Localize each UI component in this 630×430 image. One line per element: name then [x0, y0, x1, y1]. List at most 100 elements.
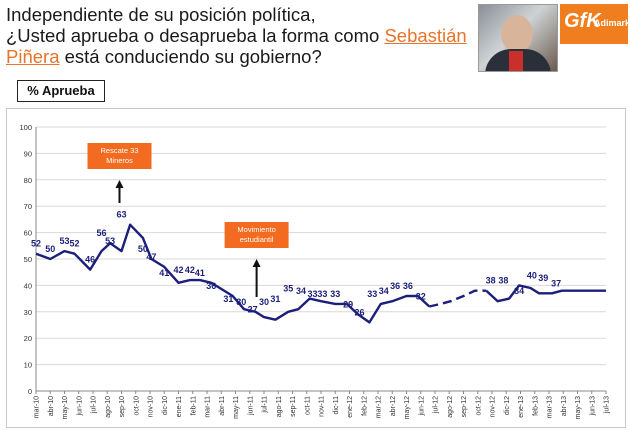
president-name-link-1[interactable]: Sebastián [384, 25, 467, 46]
data-label: 40 [527, 270, 537, 280]
data-label: 36 [206, 281, 216, 291]
x-tick-label: oct-10 [133, 396, 140, 416]
data-label: 27 [248, 305, 258, 315]
x-tick-label: nov-11 [319, 396, 326, 417]
x-tick-label: mar-12 [376, 396, 383, 418]
x-tick-label: jun-12 [418, 396, 425, 417]
x-tick-label: ene-12 [347, 396, 354, 418]
x-tick-label: ago-10 [105, 396, 112, 418]
data-label: 38 [486, 276, 496, 286]
data-label: 36 [403, 281, 413, 291]
y-tick-label: 90 [24, 149, 32, 158]
x-tick-label: jun-13 [589, 396, 596, 417]
annotation-arrow-head [115, 180, 124, 188]
x-tick-label: jul-10 [91, 396, 98, 414]
data-label: 37 [551, 278, 561, 288]
logo-gfk-text: GfK [564, 10, 601, 32]
data-label: 29 [343, 299, 353, 309]
data-label: 34 [379, 286, 389, 296]
x-tick-label: nov-10 [148, 396, 155, 418]
data-label: 52 [31, 239, 41, 249]
data-label: 33 [367, 289, 377, 299]
data-label: 34 [296, 286, 306, 296]
data-label: 41 [195, 268, 205, 278]
x-tick-label: jul-11 [262, 396, 269, 414]
photo-face [501, 15, 533, 53]
data-label: 46 [85, 255, 95, 265]
data-label: 34 [514, 286, 524, 296]
president-name-link-2[interactable]: Piñera [6, 46, 60, 67]
x-tick-label: sep-12 [461, 396, 468, 418]
y-tick-label: 0 [28, 387, 32, 396]
x-tick-label: sep-11 [290, 396, 297, 417]
question-line-1: Independiente de su posición política, [6, 4, 316, 25]
x-tick-label: oct-11 [304, 396, 311, 415]
x-tick-label: abr-12 [390, 396, 397, 416]
data-label: 53 [105, 236, 115, 246]
y-tick-label: 10 [24, 361, 32, 370]
x-tick-label: jun-10 [76, 396, 83, 417]
data-label: 52 [69, 239, 79, 249]
series-line-solid [35, 223, 431, 324]
data-label: 32 [416, 292, 426, 302]
data-label: 42 [173, 265, 183, 275]
y-tick-label: 20 [24, 334, 32, 343]
x-tick-label: oct-12 [475, 396, 482, 416]
x-tick-label: may-13 [575, 396, 582, 419]
x-tick-label: nov-12 [490, 396, 497, 418]
x-tick-label: jul-12 [433, 396, 440, 414]
data-label: 30 [259, 297, 269, 307]
x-tick-label: feb-12 [361, 396, 368, 416]
x-tick-label: may-11 [233, 396, 240, 419]
y-tick-label: 100 [19, 123, 32, 132]
x-tick-label: ago-11 [276, 396, 283, 417]
data-label: 33 [307, 289, 317, 299]
x-tick-label: dic-11 [333, 396, 340, 415]
photo-sash [509, 51, 523, 71]
data-label: 47 [146, 252, 156, 262]
x-tick-label: jun-11 [247, 396, 254, 416]
x-tick-label: feb-13 [532, 396, 539, 416]
survey-question: Independiente de su posición política, ¿… [6, 4, 468, 67]
x-tick-label: abr-13 [561, 396, 568, 416]
data-label: 30 [236, 297, 246, 307]
y-tick-label: 40 [24, 281, 32, 290]
data-label: 35 [283, 284, 293, 294]
x-tick-label: may-10 [62, 396, 69, 419]
series-line-recent [485, 284, 606, 303]
y-tick-label: 50 [24, 255, 32, 264]
data-label: 53 [59, 236, 69, 246]
x-tick-label: may-12 [404, 396, 411, 419]
annotation-text: estudiantil [240, 235, 274, 244]
data-label: 39 [538, 273, 548, 283]
chart-title-badge: % Aprueba [17, 80, 105, 102]
x-tick-label: ago-12 [447, 396, 454, 418]
data-label: 26 [354, 307, 364, 317]
annotation-text: Rescate 33 [101, 146, 139, 155]
gfk-adimark-logo: GfK Adimark [560, 4, 630, 44]
annotation-text: Mineros [106, 156, 133, 165]
logo-adimark-text: Adimark [594, 18, 630, 28]
data-label: 50 [45, 244, 55, 254]
x-tick-label: feb-11 [190, 396, 197, 415]
data-label: 31 [223, 294, 233, 304]
data-label: 56 [97, 228, 107, 238]
data-label: 33 [317, 289, 327, 299]
annotation-box [224, 222, 289, 248]
y-tick-label: 60 [24, 229, 32, 238]
question-line-2: ¿Usted aprueba o desaprueba la forma com… [6, 25, 385, 46]
x-tick-label: abr-10 [48, 396, 55, 416]
data-label: 36 [390, 281, 400, 291]
x-tick-label: abr-11 [219, 396, 226, 416]
data-label: 63 [116, 210, 126, 220]
data-label: 33 [330, 289, 340, 299]
series-line-dashed [429, 289, 487, 308]
x-tick-label: jul-13 [604, 396, 611, 414]
annotation-arrow-head [252, 259, 261, 267]
x-tick-label: dic-10 [162, 396, 169, 415]
x-tick-label: ene-11 [176, 396, 183, 417]
question-line-3: está conduciendo su gobierno? [59, 46, 322, 67]
x-tick-label: sep-10 [119, 396, 126, 418]
data-label: 38 [498, 276, 508, 286]
